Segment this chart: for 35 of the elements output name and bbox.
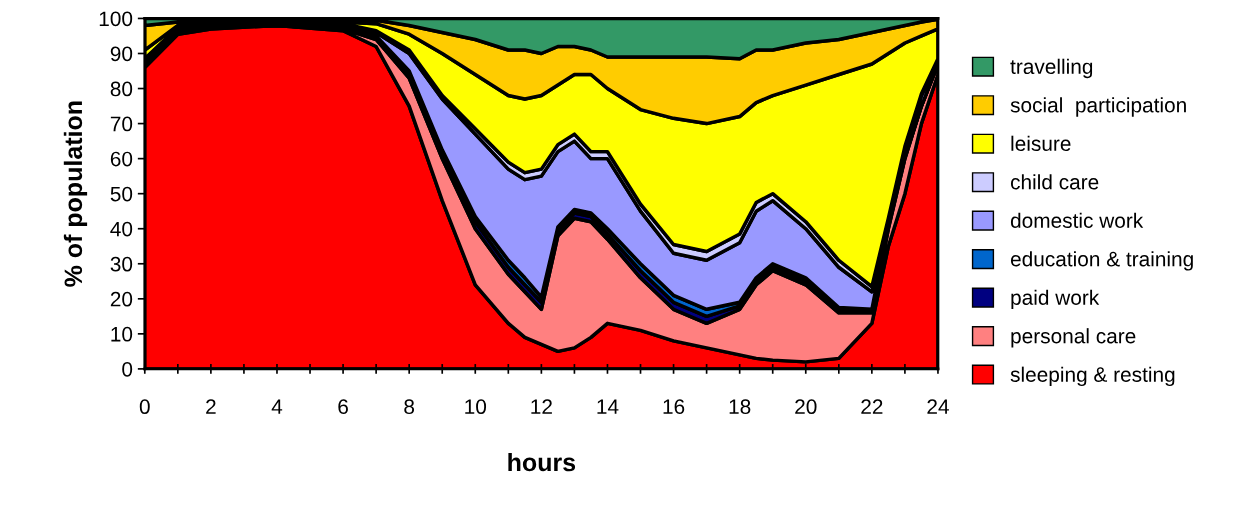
legend-label: sleeping & resting: [1010, 366, 1175, 387]
y-tick-label: 80: [110, 81, 133, 97]
y-tick-label: 10: [111, 326, 133, 342]
x-tick-label: 16: [663, 399, 685, 415]
x-tick-label: 10: [465, 399, 487, 415]
x-tick-label: 22: [861, 399, 883, 414]
legend-label: education & training: [1010, 251, 1193, 271]
y-axis-title: % of population: [63, 101, 88, 287]
y-tick-label: 40: [110, 221, 133, 237]
x-tick-label: 14: [597, 399, 619, 414]
legend-label: social participation: [1010, 97, 1186, 117]
y-tick-label: 90: [110, 46, 133, 62]
x-tick-label: 2: [206, 399, 216, 414]
legend-label: personal care: [1011, 328, 1136, 348]
legend-label: domestic work: [1010, 212, 1144, 228]
y-tick-label: 100: [99, 11, 133, 27]
x-axis-title: hours: [508, 452, 576, 472]
y-tick-label: 70: [110, 116, 133, 132]
x-tick-label: 24: [927, 399, 949, 414]
legend-label: travelling: [1010, 58, 1093, 79]
y-tick-label: 30: [110, 256, 133, 272]
x-tick-label: 8: [404, 399, 415, 415]
x-tick-label: 4: [271, 399, 283, 414]
x-tick-label: 6: [338, 399, 348, 415]
legend-label: leisure: [1011, 135, 1071, 151]
y-tick-label: 0: [122, 361, 133, 377]
y-tick-label: 20: [110, 291, 133, 307]
x-tick-label: 20: [795, 399, 817, 415]
x-tick-label: 0: [139, 399, 150, 415]
y-tick-label: 60: [110, 151, 133, 167]
x-tick-label: 18: [729, 399, 751, 415]
legend-label: paid work: [1011, 289, 1100, 310]
legend-label: child care: [1010, 174, 1099, 190]
x-tick-label: 12: [531, 399, 552, 414]
y-tick-label: 50: [110, 186, 133, 202]
